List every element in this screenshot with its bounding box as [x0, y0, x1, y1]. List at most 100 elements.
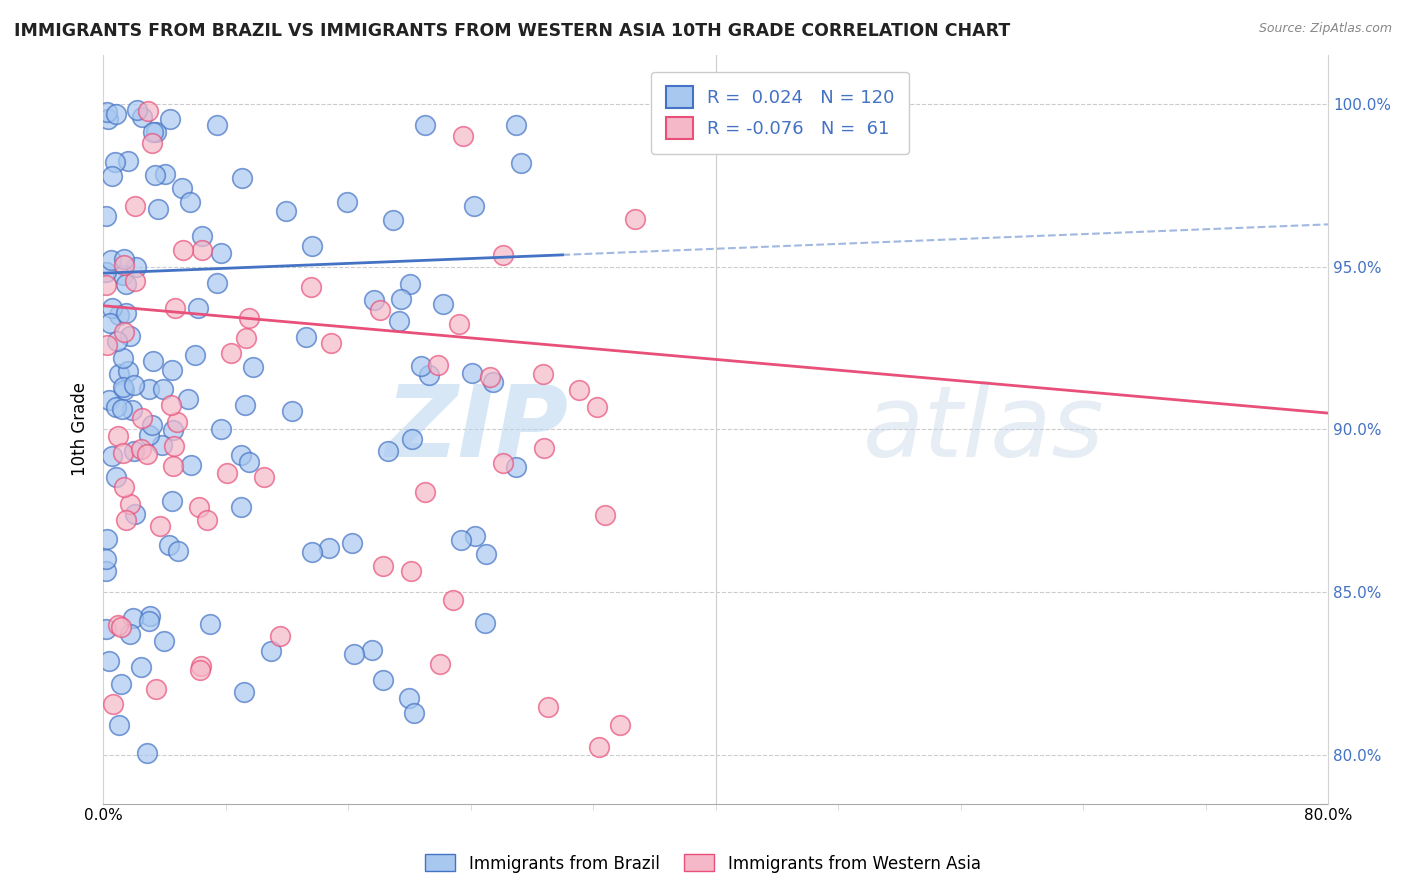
Point: [100, 169, 122, 183]
Point: [413, 119, 436, 133]
Point: [447, 317, 470, 331]
Point: [125, 260, 148, 275]
Point: [129, 660, 152, 674]
Point: [492, 248, 515, 262]
Point: [388, 314, 411, 328]
Point: [426, 358, 449, 372]
Point: [233, 399, 256, 413]
Point: [441, 593, 464, 607]
Point: [505, 119, 527, 133]
Point: [98, 654, 121, 668]
Point: [211, 245, 233, 260]
Point: [110, 676, 132, 690]
Point: [371, 558, 394, 573]
Point: [177, 392, 200, 407]
Point: [179, 195, 201, 210]
Point: [492, 456, 515, 470]
Point: [411, 359, 433, 374]
Point: [510, 156, 533, 170]
Point: [180, 458, 202, 473]
Point: [533, 441, 555, 455]
Point: [138, 427, 160, 442]
Point: [219, 345, 242, 359]
Point: [157, 538, 180, 552]
Point: [162, 459, 184, 474]
Point: [343, 647, 366, 661]
Point: [96, 623, 118, 637]
Point: [138, 614, 160, 628]
Point: [96, 105, 118, 120]
Point: [281, 404, 304, 418]
Point: [242, 359, 264, 374]
Point: [453, 128, 475, 143]
Point: [104, 470, 127, 484]
Point: [136, 746, 159, 760]
Point: [299, 280, 322, 294]
Point: [146, 202, 169, 217]
Point: [235, 331, 257, 345]
Point: [129, 442, 152, 457]
Point: [609, 718, 631, 732]
Point: [198, 617, 221, 632]
Point: [112, 479, 135, 493]
Point: [127, 103, 149, 118]
Point: [107, 618, 129, 632]
Point: [114, 277, 136, 291]
Point: [141, 418, 163, 433]
Point: [107, 308, 129, 322]
Point: [117, 364, 139, 378]
Point: [360, 643, 382, 657]
Point: [96, 565, 118, 579]
Point: [624, 211, 647, 226]
Point: [159, 112, 181, 127]
Point: [413, 485, 436, 500]
Point: [124, 274, 146, 288]
Point: [229, 500, 252, 515]
Point: [131, 411, 153, 425]
Point: [111, 401, 134, 416]
Point: [294, 330, 316, 344]
Point: [145, 681, 167, 696]
Point: [276, 203, 298, 218]
Point: [105, 400, 128, 414]
Point: [122, 611, 145, 625]
Point: [191, 229, 214, 244]
Point: [96, 209, 118, 223]
Point: [301, 545, 323, 559]
Point: [187, 301, 209, 316]
Point: [474, 616, 496, 631]
Point: [399, 564, 422, 578]
Point: [209, 422, 232, 436]
Text: atlas: atlas: [863, 381, 1104, 478]
Point: [461, 366, 484, 380]
Point: [112, 445, 135, 459]
Point: [101, 698, 124, 712]
Point: [229, 449, 252, 463]
Point: [450, 533, 472, 548]
Point: [160, 363, 183, 377]
Point: [163, 301, 186, 315]
Point: [238, 454, 260, 468]
Point: [163, 439, 186, 453]
Point: [401, 432, 423, 446]
Point: [398, 690, 420, 705]
Point: [120, 329, 142, 343]
Point: [111, 268, 134, 283]
Point: [136, 447, 159, 461]
Point: [321, 336, 343, 351]
Point: [97, 112, 120, 127]
Point: [96, 338, 118, 352]
Point: [100, 301, 122, 316]
Point: [253, 470, 276, 484]
Point: [482, 375, 505, 389]
Point: [217, 467, 239, 481]
Point: [98, 316, 121, 330]
Point: [568, 383, 591, 397]
Point: [143, 169, 166, 183]
Point: [363, 293, 385, 307]
Point: [96, 551, 118, 566]
Point: [505, 459, 527, 474]
Point: [170, 181, 193, 195]
Point: [124, 378, 146, 392]
Point: [336, 194, 359, 209]
